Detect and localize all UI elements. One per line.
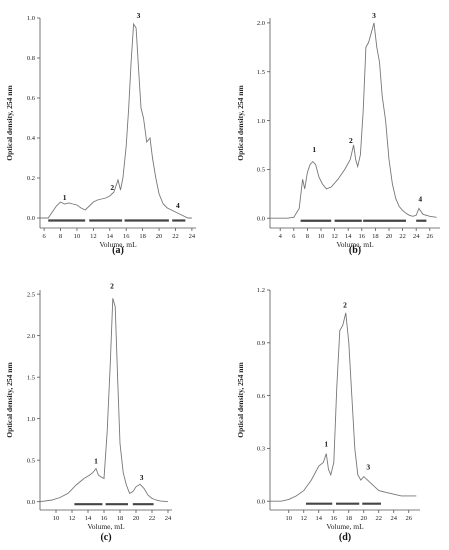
x-tick-label: 12	[69, 515, 76, 522]
y-tick-label: 0.0	[27, 215, 35, 222]
y-tick-label: 1.5	[27, 374, 35, 381]
chart-panel-c: 0.00.51.01.52.02.510 12 14 16 18 20 22 24123Vol…	[5, 281, 172, 543]
x-tick-label: 16	[359, 233, 366, 240]
x-tick-label: 24	[391, 515, 398, 522]
y-tick-label: 0.2	[27, 175, 35, 182]
y-tick-label: 0.8	[27, 55, 35, 62]
x-tick-label: 16	[123, 233, 130, 240]
x-tick-label: 20	[386, 233, 393, 240]
peak-label: 1	[324, 440, 328, 449]
peak-label: 3	[372, 11, 376, 20]
peak-label: 1	[63, 193, 67, 202]
y-tick-label: 0.9	[257, 340, 265, 347]
peak-label: 4	[418, 195, 422, 204]
y-tick-label: 0.5	[27, 457, 35, 464]
x-tick-label: 24	[413, 233, 420, 240]
x-tick-label: 18	[139, 233, 146, 240]
panel-label: (c)	[100, 532, 111, 543]
y-tick-label: 2.5	[27, 291, 35, 298]
x-tick-label: 22	[399, 233, 406, 240]
x-tick-label: 20	[133, 515, 140, 522]
x-tick-label: 26	[406, 515, 413, 522]
y-tick-label: 1.0	[27, 416, 35, 423]
x-tick-label: 6	[292, 233, 296, 240]
x-tick-label: 18	[346, 515, 353, 522]
x-tick-label: 12	[331, 233, 338, 240]
x-tick-label: 18	[372, 233, 379, 240]
chromatogram-trace	[39, 298, 169, 503]
x-tick-label: 20	[156, 233, 163, 240]
x-tick-label: 4	[279, 233, 283, 240]
x-axis-label: Volume, mL	[87, 522, 125, 531]
chart-panel-b: 0.00.51.01.52.04 6 8 10 12 14 16 18 20 22 24 261234…	[236, 11, 440, 256]
x-axis-label: Volume, mL	[99, 240, 137, 249]
x-axis-label: Volume, mL	[336, 240, 374, 249]
x-tick-label: 14	[316, 515, 323, 522]
x-tick-label: 26	[427, 233, 434, 240]
x-tick-label: 10	[74, 233, 81, 240]
y-tick-label: 0.5	[257, 167, 265, 174]
chromatogram-trace	[40, 22, 192, 219]
panel-label: (d)	[339, 532, 351, 543]
y-tick-label: 0.0	[27, 499, 35, 506]
peak-label: 2	[343, 301, 347, 310]
x-tick-label: 18	[117, 515, 124, 522]
x-tick-label: 16	[331, 515, 338, 522]
y-axis-label: Optical density, 254 nm	[236, 85, 245, 161]
x-tick-label: 22	[172, 233, 179, 240]
x-tick-label: 22	[376, 515, 383, 522]
x-tick-label: 6	[42, 233, 46, 240]
peak-label: 1	[94, 457, 98, 466]
x-tick-label: 16	[101, 515, 108, 522]
y-tick-label: 1.5	[257, 69, 265, 76]
y-tick-label: 0.3	[257, 446, 265, 453]
panel-label: (b)	[349, 245, 361, 256]
y-tick-label: 2.0	[257, 20, 265, 27]
x-tick-label: 12	[301, 515, 308, 522]
chromatogram-trace	[270, 22, 437, 219]
peak-label: 2	[349, 136, 353, 145]
peak-label: 3	[366, 463, 370, 472]
peak-label: 1	[312, 145, 316, 154]
peak-label: 4	[176, 201, 180, 210]
y-axis-label: Optical density, 254 nm	[236, 362, 245, 438]
peak-label: 2	[110, 281, 114, 290]
x-tick-label: 10	[318, 233, 325, 240]
x-tick-label: 24	[189, 233, 196, 240]
y-axis-label: Optical density, 254 nm	[5, 362, 14, 438]
y-tick-label: 0.4	[27, 135, 36, 142]
x-tick-label: 10	[53, 515, 60, 522]
x-tick-label: 12	[90, 233, 97, 240]
y-axis-label: Optical density, 254 nm	[5, 85, 14, 161]
y-tick-label: 2.0	[27, 333, 35, 340]
chart-panel-d: 0.00.30.60.91.210 12 14 16 18 20 22 24 26123Volu…	[236, 287, 420, 543]
y-tick-label: 0.0	[257, 215, 265, 222]
y-tick-label: 1.0	[27, 15, 35, 22]
x-tick-label: 14	[107, 233, 114, 240]
y-tick-label: 1.2	[257, 287, 265, 294]
y-tick-label: 1.0	[257, 118, 265, 125]
x-tick-label: 10	[286, 515, 293, 522]
x-tick-label: 14	[345, 233, 352, 240]
y-tick-label: 0.6	[257, 393, 266, 400]
x-axis-label: Volume, mL	[326, 522, 364, 531]
peak-label: 3	[140, 473, 144, 482]
x-tick-label: 14	[85, 515, 92, 522]
x-tick-label: 8	[59, 233, 62, 240]
x-tick-label: 8	[306, 233, 309, 240]
chart-panel-a: 0.00.20.40.60.81.06 8 10 12 14 16 18 20 22 241234…	[5, 11, 196, 256]
chromatogram-trace	[270, 312, 417, 502]
x-tick-label: 22	[149, 515, 156, 522]
peak-label: 2	[110, 183, 114, 192]
x-tick-label: 24	[165, 515, 172, 522]
x-tick-label: 20	[361, 515, 368, 522]
y-tick-label: 0.0	[257, 498, 265, 505]
panel-label: (a)	[112, 245, 124, 256]
y-tick-label: 0.6	[27, 95, 36, 102]
peak-label: 3	[137, 11, 141, 20]
